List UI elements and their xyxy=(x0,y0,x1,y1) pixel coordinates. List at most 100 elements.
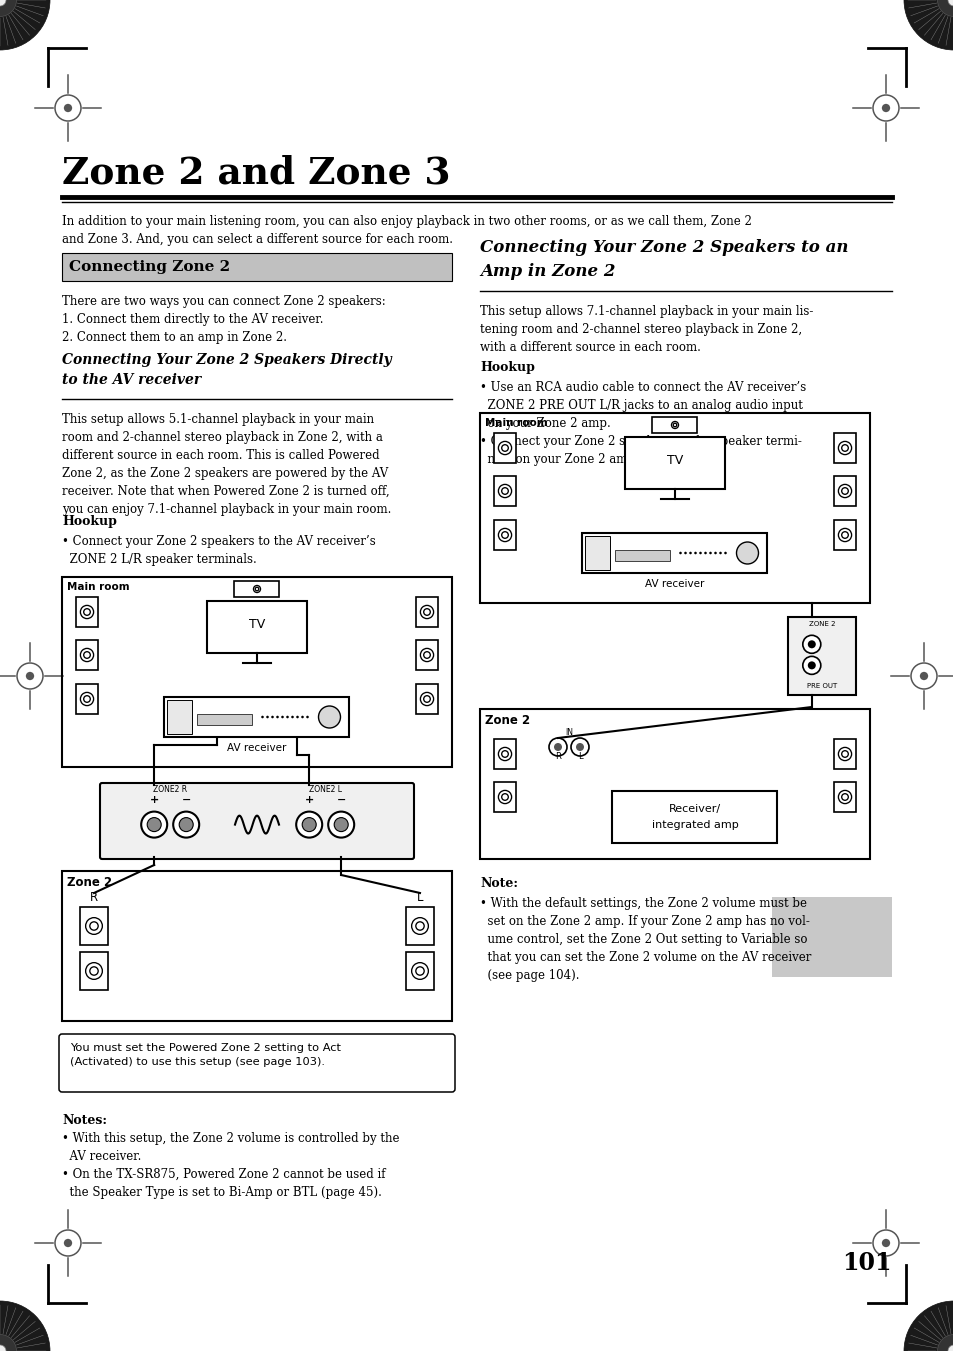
Circle shape xyxy=(276,716,278,719)
Circle shape xyxy=(708,551,711,554)
Text: −: − xyxy=(336,794,346,805)
Circle shape xyxy=(261,716,264,719)
Text: TV: TV xyxy=(666,454,682,466)
Bar xyxy=(479,413,869,603)
Text: Zone 2: Zone 2 xyxy=(484,713,530,727)
Text: • With this setup, the Zone 2 volume is controlled by the
  AV receiver.
• On th: • With this setup, the Zone 2 volume is … xyxy=(62,1132,399,1198)
Circle shape xyxy=(802,635,820,654)
Bar xyxy=(62,871,452,1021)
Circle shape xyxy=(683,551,686,554)
Bar xyxy=(416,640,437,670)
Bar xyxy=(582,534,767,573)
Circle shape xyxy=(937,0,953,16)
Bar xyxy=(479,709,869,859)
Bar xyxy=(416,684,437,713)
Circle shape xyxy=(554,743,561,751)
Text: ZONE 2: ZONE 2 xyxy=(808,621,835,627)
Text: ZONE2 R: ZONE2 R xyxy=(153,785,187,794)
Text: Receiver/: Receiver/ xyxy=(668,804,720,815)
Bar xyxy=(80,952,108,990)
Text: • Connect your Zone 2 speakers to the AV receiver’s
  ZONE 2 L/R speaker termina: • Connect your Zone 2 speakers to the AV… xyxy=(62,535,375,566)
Text: This setup allows 5.1-channel playback in your main
room and 2-channel stereo pl: This setup allows 5.1-channel playback i… xyxy=(62,413,391,516)
Text: Connecting Zone 2: Connecting Zone 2 xyxy=(69,259,230,274)
Bar xyxy=(494,739,516,769)
Circle shape xyxy=(0,1335,16,1351)
Bar xyxy=(615,550,670,561)
Text: Zone 2: Zone 2 xyxy=(67,875,112,889)
Text: In addition to your main listening room, you can also enjoy playback in two othe: In addition to your main listening room,… xyxy=(62,215,751,246)
Circle shape xyxy=(0,0,50,50)
Text: +: + xyxy=(150,794,158,805)
Circle shape xyxy=(807,640,815,648)
Circle shape xyxy=(64,1239,72,1247)
Text: Zone 2 and Zone 3: Zone 2 and Zone 3 xyxy=(62,155,450,192)
Circle shape xyxy=(736,542,758,563)
Circle shape xyxy=(306,716,309,719)
Circle shape xyxy=(147,817,161,832)
Bar xyxy=(833,434,855,463)
Bar xyxy=(624,436,724,489)
Text: R: R xyxy=(90,892,98,904)
Text: L: L xyxy=(416,892,423,904)
Text: Notes:: Notes: xyxy=(62,1115,107,1127)
Text: integrated amp: integrated amp xyxy=(651,820,738,830)
Bar xyxy=(833,476,855,507)
Bar xyxy=(833,739,855,769)
Bar xyxy=(406,907,434,944)
Text: There are two ways you can connect Zone 2 speakers:
1. Connect them directly to : There are two ways you can connect Zone … xyxy=(62,295,385,345)
Text: You must set the Powered Zone 2 setting to Act
(Activated) to use this setup (se: You must set the Powered Zone 2 setting … xyxy=(70,1043,340,1067)
Text: Connecting Your Zone 2 Speakers to an
Amp in Zone 2: Connecting Your Zone 2 Speakers to an Am… xyxy=(479,239,847,280)
Circle shape xyxy=(903,1301,953,1351)
Text: Note:: Note: xyxy=(479,877,517,890)
Bar xyxy=(612,790,777,843)
Circle shape xyxy=(548,738,566,757)
Text: 101: 101 xyxy=(841,1251,891,1275)
Text: Hookup: Hookup xyxy=(62,515,117,528)
Circle shape xyxy=(141,812,167,838)
Text: Main room: Main room xyxy=(67,582,130,592)
Bar xyxy=(62,253,452,281)
Circle shape xyxy=(719,551,721,554)
Circle shape xyxy=(334,817,348,832)
Circle shape xyxy=(286,716,289,719)
Bar xyxy=(197,713,253,725)
Bar xyxy=(833,782,855,812)
Circle shape xyxy=(919,671,927,680)
Text: IN: IN xyxy=(564,728,573,738)
Text: ZONE2 L: ZONE2 L xyxy=(309,785,341,794)
Bar xyxy=(494,520,516,550)
Circle shape xyxy=(699,551,701,554)
Bar xyxy=(585,536,610,570)
Text: This setup allows 7.1-channel playback in your main lis-
tening room and 2-chann: This setup allows 7.1-channel playback i… xyxy=(479,305,813,354)
Circle shape xyxy=(714,551,716,554)
Bar xyxy=(76,684,98,713)
Text: Main room: Main room xyxy=(484,417,547,428)
Circle shape xyxy=(694,551,696,554)
Circle shape xyxy=(295,716,298,719)
Circle shape xyxy=(291,716,294,719)
Circle shape xyxy=(26,671,34,680)
Circle shape xyxy=(295,812,322,838)
Text: Hookup: Hookup xyxy=(479,361,535,374)
Circle shape xyxy=(266,716,269,719)
Bar xyxy=(80,907,108,944)
Circle shape xyxy=(947,0,953,5)
Circle shape xyxy=(318,707,340,728)
Circle shape xyxy=(0,0,16,16)
Circle shape xyxy=(271,716,274,719)
Circle shape xyxy=(173,812,199,838)
Circle shape xyxy=(679,551,681,554)
Text: • Use an RCA audio cable to connect the AV receiver’s
  ZONE 2 PRE OUT L/R jacks: • Use an RCA audio cable to connect the … xyxy=(479,381,805,466)
Bar xyxy=(652,417,697,434)
Text: +: + xyxy=(304,794,314,805)
Circle shape xyxy=(64,104,72,112)
Circle shape xyxy=(802,657,820,674)
Text: AV receiver: AV receiver xyxy=(644,580,704,589)
FancyBboxPatch shape xyxy=(100,784,414,859)
Text: AV receiver: AV receiver xyxy=(227,743,287,753)
Bar xyxy=(416,597,437,627)
Text: R: R xyxy=(555,753,560,761)
Circle shape xyxy=(881,104,889,112)
Bar xyxy=(787,617,855,694)
Bar xyxy=(771,897,891,977)
